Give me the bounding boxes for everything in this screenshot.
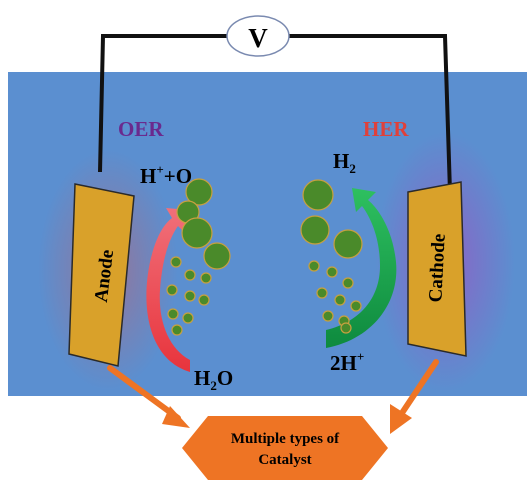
anode-product-sup: +: [156, 162, 163, 177]
cathode-bubble: [333, 229, 363, 259]
wire-right: [288, 34, 452, 193]
anode-bubble: [200, 272, 212, 284]
anode-bubble: [166, 284, 178, 296]
anode-product-plus-o: +O: [164, 164, 192, 188]
cathode-bubbles: [300, 179, 363, 334]
anode-reactant-o: O: [217, 366, 233, 390]
anode-reactant-h: H: [194, 366, 210, 390]
cathode-bubble: [302, 179, 334, 211]
cathode-electrode: Cathode: [407, 181, 467, 357]
cathode-reactant-label: 2H+: [330, 349, 364, 375]
cathode-label: Cathode: [425, 233, 450, 303]
anode-bubble: [203, 242, 231, 270]
anode-bubble: [185, 178, 213, 206]
anode-reactant-sub: 2: [210, 378, 217, 393]
anode-product-h: H: [140, 164, 156, 188]
cathode-bubble: [322, 310, 334, 322]
cathode-reactant-sup: +: [357, 349, 364, 364]
cathode-bubble: [334, 294, 346, 306]
anode-bubbles: [166, 178, 231, 336]
cathode-bubble: [316, 287, 328, 299]
voltmeter: V: [226, 15, 290, 57]
cathode-product-h: H: [333, 149, 349, 173]
her-label: HER: [363, 117, 409, 141]
cathode-bubble: [326, 266, 338, 278]
cathode-reactant-2h: 2H: [330, 351, 357, 375]
cathode-bubble: [308, 260, 320, 272]
cathode-product-sub: 2: [349, 161, 356, 176]
anode-bubble: [181, 217, 213, 249]
anode-reaction-arrow: [146, 208, 190, 372]
cathode-product-label: H2: [333, 149, 356, 176]
oer-label: OER: [118, 117, 164, 141]
anode-bubble: [167, 308, 179, 320]
anode-reactant-label: H2O: [194, 366, 233, 393]
wire-left: [98, 34, 228, 173]
anode-bubble: [170, 256, 182, 268]
anode-bubble: [182, 312, 194, 324]
catalyst-box: Multiple types of Catalyst: [182, 416, 388, 480]
anode-bubble: [171, 324, 183, 336]
cathode-bubble: [340, 322, 352, 334]
anode-electrode: Anode: [68, 183, 135, 367]
cathode-bubble: [350, 300, 362, 312]
anode-bubble: [184, 290, 196, 302]
anode-to-catalyst-arrow: [107, 365, 190, 428]
anode-bubble: [198, 294, 210, 306]
catalyst-line2: Catalyst: [258, 452, 311, 468]
cathode-to-catalyst-arrow: [390, 359, 439, 434]
cathode-bubble: [342, 277, 354, 289]
cathode-reaction-arrow: [326, 188, 397, 348]
catalyst-line1: Multiple types of: [231, 431, 340, 447]
anode-bubble: [184, 269, 196, 281]
voltmeter-label: V: [248, 23, 268, 53]
cathode-bubble: [300, 215, 330, 245]
